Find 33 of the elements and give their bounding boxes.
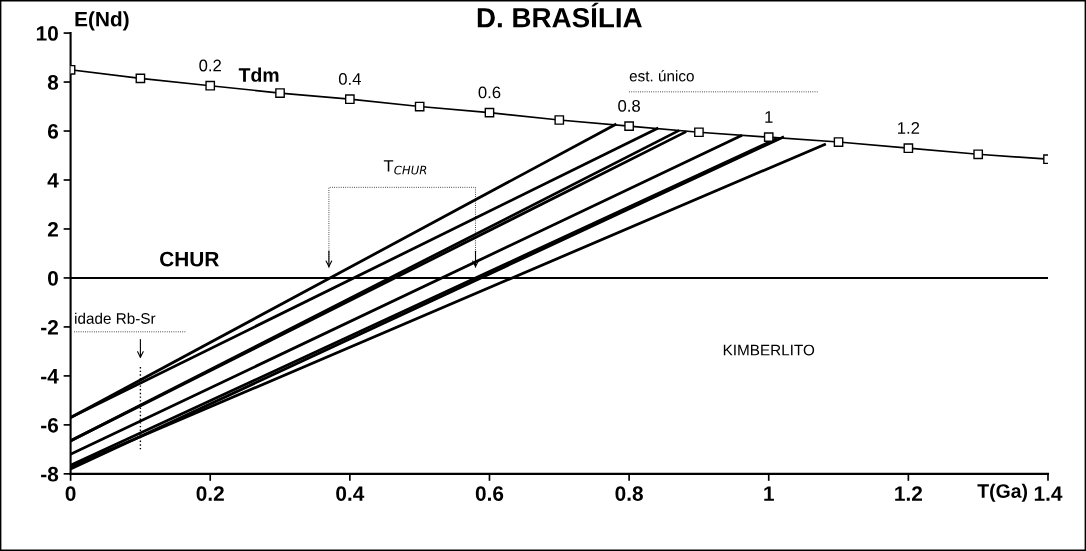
y-tick-label: 6 <box>47 124 59 139</box>
y-tick-label: 10 <box>36 26 58 41</box>
y-tick-label: -8 <box>41 466 59 482</box>
y-tick-label: -2 <box>41 319 58 335</box>
annotation: 1.2 <box>898 122 920 134</box>
annotation: KIMBERLITO <box>723 344 815 356</box>
y-tick-label: -4 <box>41 369 59 384</box>
annotation: T$_{CHUR}$ <box>383 160 427 175</box>
series-label: Tdm <box>238 67 279 82</box>
x-tick-label: 0.8 <box>615 486 643 501</box>
chart-title: D. BRASÍLIA <box>477 2 642 28</box>
x-tick-label: 0.6 <box>475 486 504 501</box>
annotation: 0.2 <box>199 59 221 72</box>
y-tick-label: 8 <box>47 75 59 90</box>
x-tick-label: 1.2 <box>895 486 923 501</box>
y-tick-label: 0 <box>48 270 58 286</box>
annotation: est. único <box>629 70 694 82</box>
x-tick-label: 1.4 <box>1034 486 1063 501</box>
annotation: 1 <box>765 111 773 123</box>
ref-line-label: CHUR <box>160 251 219 267</box>
y-axis-title: E(Nd) <box>75 11 129 31</box>
y-tick-label: 4 <box>47 173 59 188</box>
x-axis-title: T(Ga) <box>977 483 1028 502</box>
x-tick-label: 0.2 <box>196 486 224 501</box>
x-tick-label: 1 <box>764 486 774 501</box>
annotation: 0.4 <box>338 73 361 85</box>
ref-line-label: idade Rb-Sr <box>75 312 156 324</box>
annotation: 0.6 <box>478 86 501 99</box>
x-tick-label: 0 <box>65 486 76 501</box>
annotation: 0.8 <box>618 100 640 112</box>
y-tick-label: 2 <box>47 221 58 237</box>
y-tick-label: -6 <box>41 417 59 433</box>
x-tick-label: 0.4 <box>336 486 365 501</box>
